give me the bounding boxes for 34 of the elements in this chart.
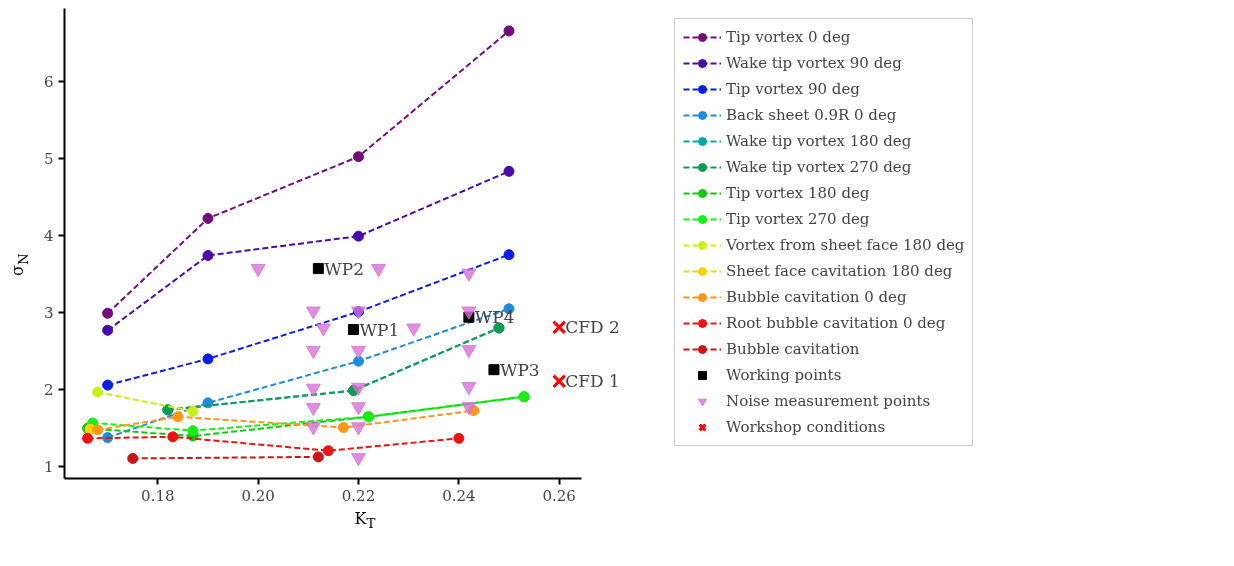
legend-label: Root bubble cavitation 0 deg	[726, 313, 946, 333]
legend-label: Workshop conditions	[726, 417, 886, 437]
legend-label: Wake tip vortex 90 deg	[726, 53, 902, 73]
legend-label: Tip vortex 180 deg	[726, 183, 870, 203]
y-tick-label: 2	[43, 381, 54, 400]
y-tick-label: 6	[43, 72, 54, 91]
annotation: CFD 1	[565, 371, 620, 392]
legend-label: Vortex from sheet face 180 deg	[726, 235, 965, 255]
legend-label: Sheet face cavitation 180 deg	[726, 261, 953, 281]
legend-label: Tip vortex 270 deg	[726, 209, 870, 229]
x-tick-label: 0.26	[542, 486, 576, 505]
annotation: WP3	[499, 359, 540, 380]
annotation: WP2	[324, 258, 365, 279]
legend-label: Bubble cavitation	[726, 339, 860, 359]
annotation: CFD 2	[565, 317, 620, 338]
legend-label: Tip vortex 0 deg	[726, 27, 851, 47]
annotation: WP4	[474, 307, 515, 328]
y-tick-label: 1	[43, 458, 54, 477]
annotation: WP1	[359, 319, 400, 340]
legend-label: Wake tip vortex 180 deg	[726, 131, 912, 151]
y-tick-label: 5	[43, 149, 54, 168]
legend-label: Tip vortex 90 deg	[726, 79, 860, 99]
legend-label: Working points	[726, 365, 842, 385]
x-tick-label: 0.22	[341, 486, 376, 505]
legend-label: Noise measurement points	[726, 391, 931, 411]
x-tick-label: 0.24	[442, 486, 476, 505]
legend-label: Bubble cavitation 0 deg	[726, 287, 907, 307]
x-axis-title: K$_{T}$	[354, 508, 376, 534]
legend-label: Wake tip vortex 270 deg	[726, 157, 912, 177]
x-tick-label: 0.18	[141, 486, 175, 505]
y-tick-label: 3	[43, 304, 54, 323]
legend-label: Back sheet 0.9R 0 deg	[726, 105, 897, 125]
x-tick-label: 0.20	[241, 486, 275, 505]
y-tick-label: 4	[43, 226, 54, 245]
